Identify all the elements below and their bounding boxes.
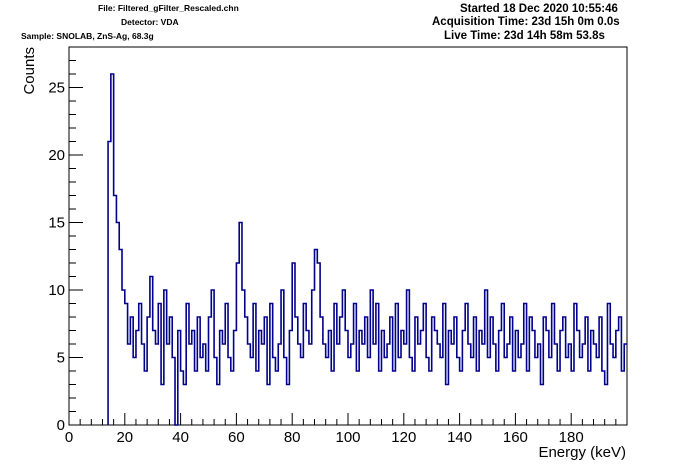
x-tick-label: 60 (228, 429, 245, 446)
axis-ticks (68, 46, 617, 426)
x-tick-label: 0 (65, 429, 73, 446)
y-tick-label: 10 (48, 282, 65, 299)
live-time: Live Time: 23d 14h 58m 53.8s (444, 30, 605, 42)
y-tick-label: 0 (57, 417, 65, 434)
data-series-histogram (107, 73, 627, 426)
y-tick-label: 15 (48, 215, 65, 232)
x-tick-label: 40 (172, 429, 189, 446)
start-time: Started 18 Dec 2020 10:55:46 (460, 3, 618, 15)
y-axis-title: Counts (21, 47, 38, 95)
acquisition-time: Acquisition Time: 23d 15h 0m 0.0s (432, 16, 620, 28)
x-tick-label: 100 (335, 429, 360, 446)
tick-labels: 0 20 40 60 80 100 120 140 160 180 0 5 10 15 20 25 (48, 80, 583, 447)
y-tick-label: 25 (48, 80, 65, 97)
x-tick-label: 20 (116, 429, 133, 446)
file-name: File: Filtered_gFilter_Rescaled.chn (98, 3, 239, 13)
x-tick-label: 160 (503, 429, 528, 446)
x-tick-label: 180 (559, 429, 584, 446)
sample-name: Sample: SNOLAB, ZnS-Ag, 68.3g (21, 31, 154, 41)
y-tick-label: 20 (48, 147, 65, 164)
detector-name: Detector: VDA (121, 17, 179, 27)
x-tick-label: 140 (447, 429, 472, 446)
y-tick-label: 5 (57, 350, 65, 367)
x-axis-title: Energy (keV) (538, 444, 626, 461)
x-tick-label: 120 (391, 429, 416, 446)
x-tick-label: 80 (284, 429, 301, 446)
